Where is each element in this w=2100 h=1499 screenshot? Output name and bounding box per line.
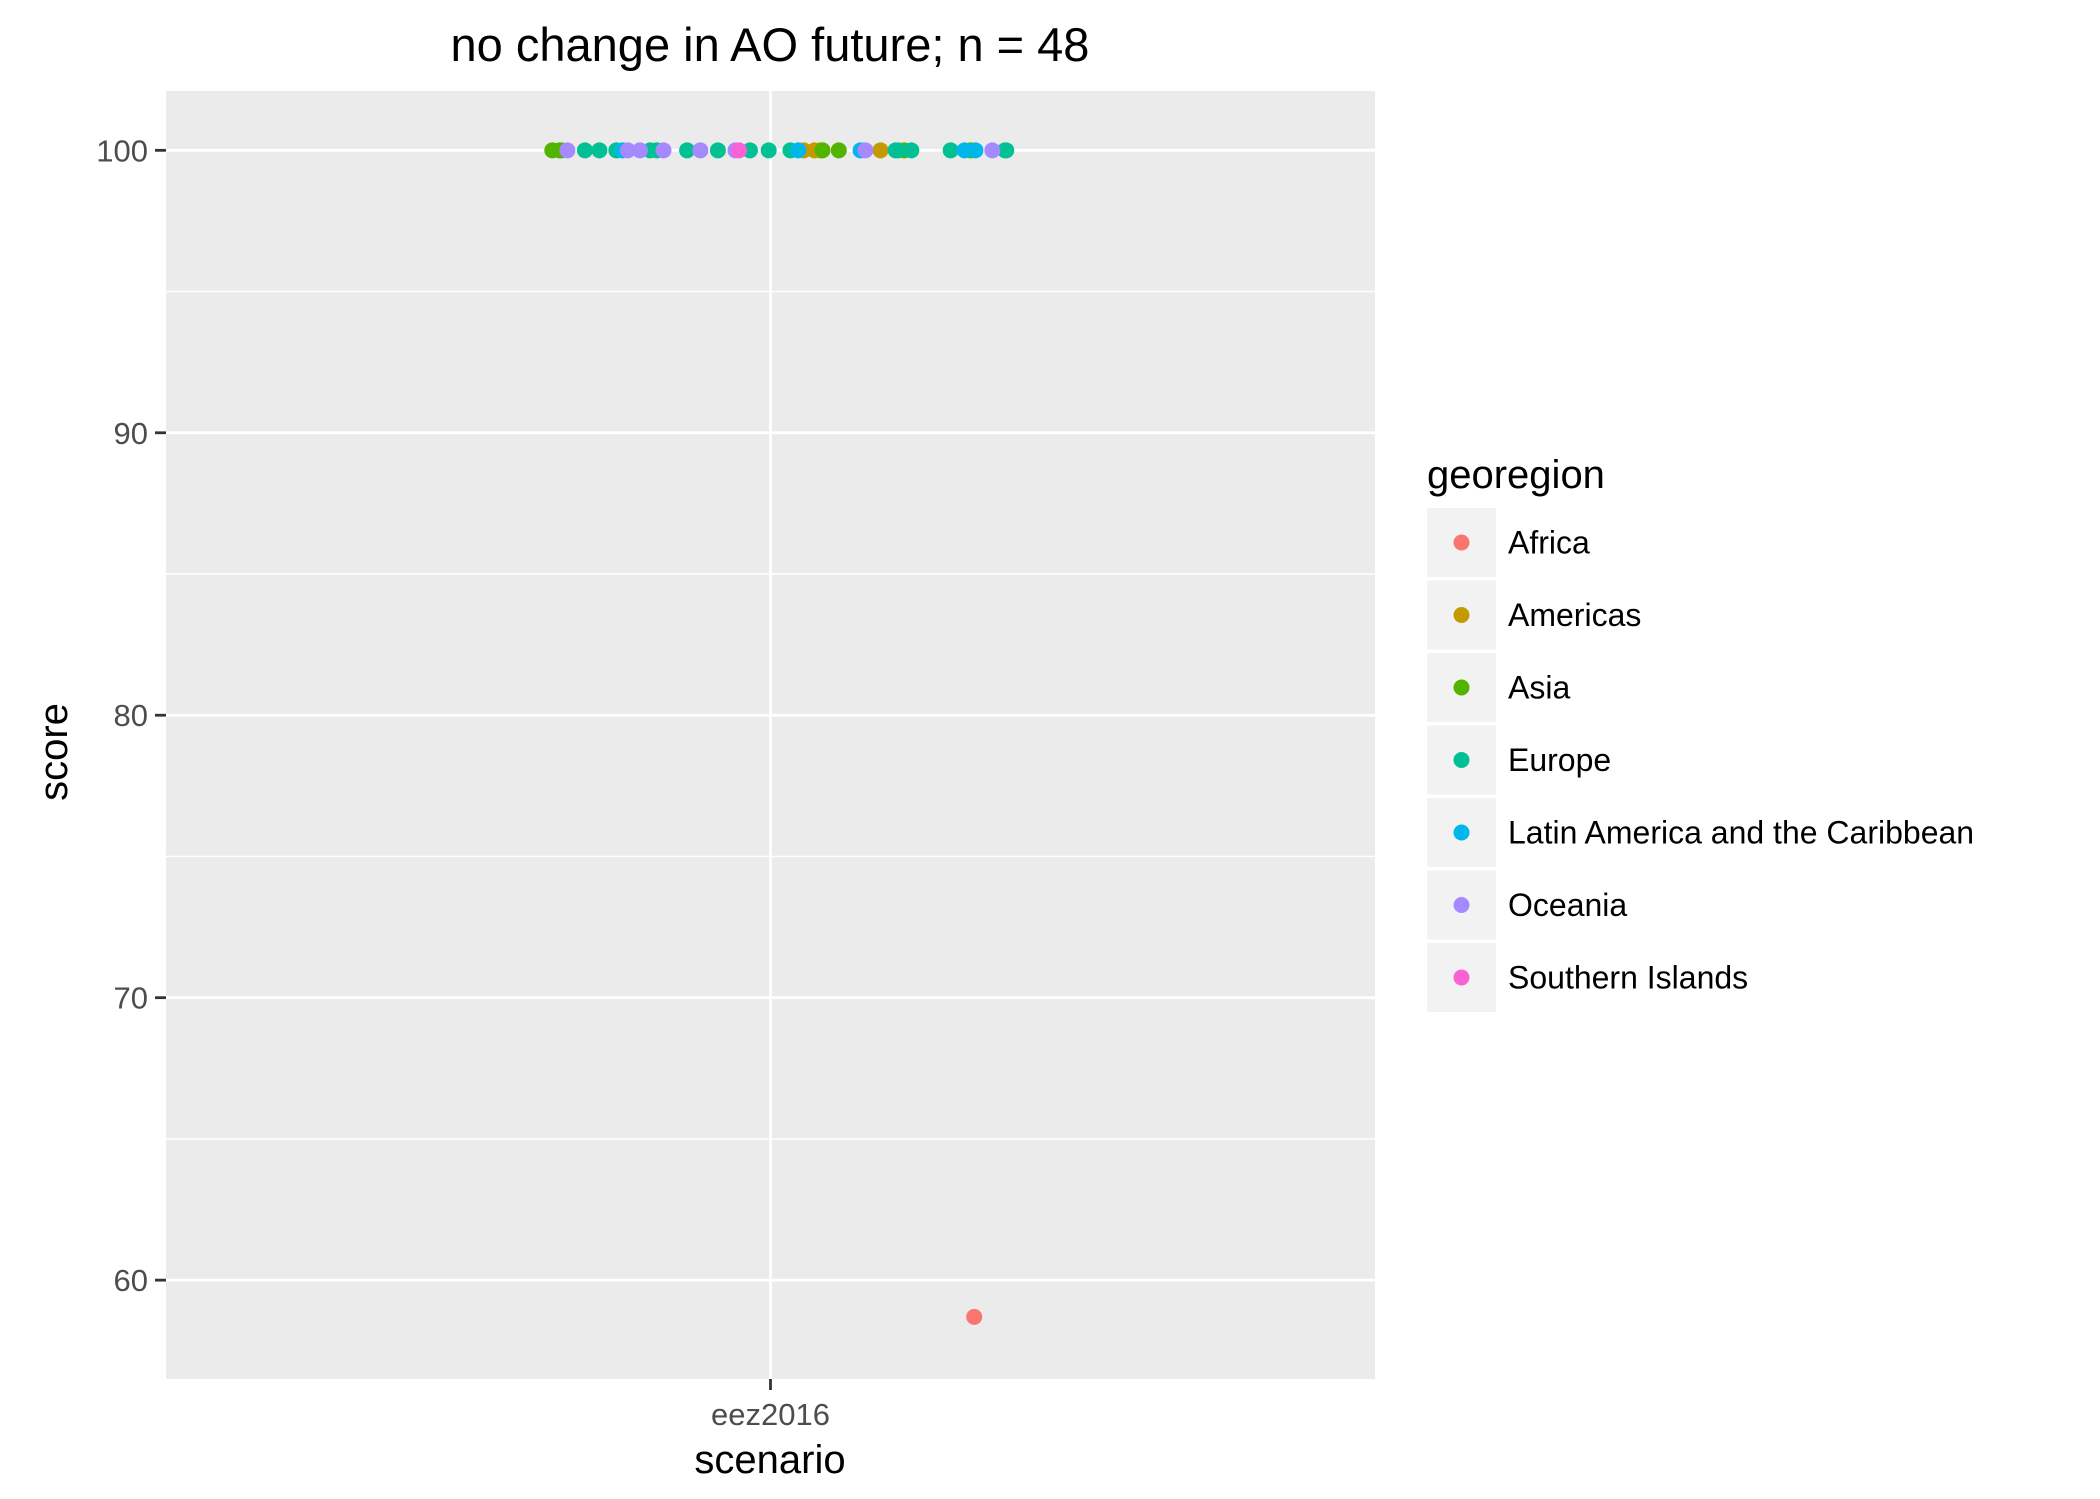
legend-label: Americas bbox=[1508, 597, 1641, 633]
y-tick-label: 70 bbox=[114, 981, 148, 1016]
legend-key-point bbox=[1453, 607, 1470, 623]
data-point bbox=[942, 142, 959, 159]
legend-label: Africa bbox=[1508, 525, 1590, 561]
data-point bbox=[830, 142, 847, 159]
legend-item: Asia bbox=[1427, 653, 1570, 722]
legend-label: Oceania bbox=[1508, 887, 1627, 923]
legend-key-point bbox=[1453, 969, 1470, 986]
data-point bbox=[631, 142, 648, 159]
x-axis: eez2016 bbox=[711, 1379, 830, 1432]
legend-label: Asia bbox=[1508, 670, 1570, 706]
legend-item: Africa bbox=[1427, 508, 1590, 577]
data-points bbox=[544, 142, 1015, 1325]
x-axis-title: scenario bbox=[694, 1438, 845, 1482]
legend-key-point bbox=[1453, 897, 1470, 913]
data-point bbox=[814, 142, 831, 159]
data-point bbox=[709, 142, 726, 159]
legend-key-point bbox=[1453, 824, 1470, 841]
legend-item: Oceania bbox=[1427, 870, 1627, 940]
data-point bbox=[576, 142, 593, 159]
data-point bbox=[984, 142, 1001, 159]
plot-panel bbox=[166, 91, 1375, 1379]
data-point bbox=[655, 142, 672, 159]
y-axis-title: score bbox=[32, 703, 76, 801]
y-tick-label: 60 bbox=[114, 1263, 148, 1298]
legend-key-point bbox=[1453, 679, 1470, 696]
chart-title: no change in AO future; n = 48 bbox=[451, 18, 1090, 71]
data-point bbox=[731, 142, 748, 159]
x-tick-label: eez2016 bbox=[711, 1397, 830, 1432]
data-point bbox=[692, 142, 709, 159]
legend-item: Europe bbox=[1427, 725, 1611, 795]
y-axis: 60 70 80 90 100 bbox=[96, 133, 166, 1298]
legend-label: Europe bbox=[1508, 742, 1611, 778]
y-tick-label: 80 bbox=[114, 698, 148, 733]
data-point bbox=[591, 142, 608, 159]
legend-key-point bbox=[1453, 534, 1470, 551]
data-point bbox=[998, 142, 1015, 159]
data-point bbox=[967, 142, 984, 159]
data-point bbox=[790, 142, 807, 159]
legend-label: Latin America and the Caribbean bbox=[1508, 815, 1974, 851]
legend-item: Americas bbox=[1427, 580, 1641, 650]
legend-item: Southern Islands bbox=[1427, 943, 1748, 1012]
legend: georegion Africa Americas Asia Europe Latin … bbox=[1427, 453, 1974, 1012]
y-tick-label: 90 bbox=[114, 416, 148, 451]
data-point bbox=[760, 142, 777, 159]
y-tick-label: 100 bbox=[96, 133, 148, 168]
legend-label: Southern Islands bbox=[1508, 960, 1748, 996]
legend-title: georegion bbox=[1427, 453, 1605, 497]
legend-key-point bbox=[1453, 752, 1470, 768]
data-point bbox=[872, 142, 889, 159]
data-point bbox=[890, 142, 907, 159]
data-point bbox=[857, 142, 874, 159]
data-point bbox=[559, 142, 576, 159]
data-point bbox=[903, 142, 920, 159]
data-point bbox=[966, 1308, 983, 1325]
legend-item: Latin America and the Caribbean bbox=[1427, 798, 1974, 867]
data-point bbox=[619, 142, 636, 159]
data-point bbox=[679, 142, 696, 159]
